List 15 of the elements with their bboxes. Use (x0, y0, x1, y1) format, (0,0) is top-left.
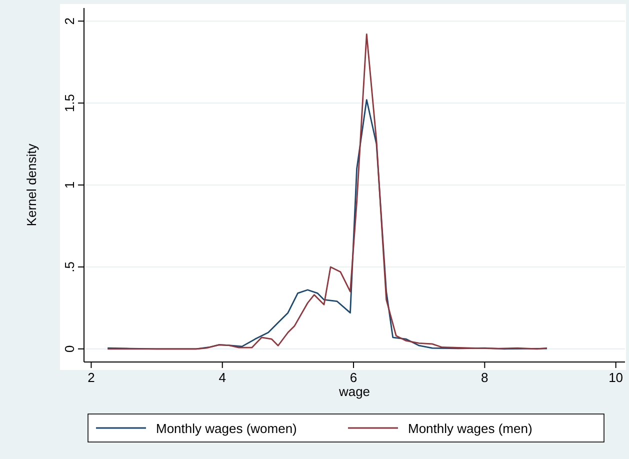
legend-label: Monthly wages (women) (156, 421, 297, 436)
x-tick-label: 6 (350, 370, 358, 385)
x-tick-label: 4 (218, 370, 226, 385)
x-tick-label: 10 (608, 370, 624, 385)
y-axis-title: Kernel density (24, 143, 39, 226)
line-series (106, 34, 548, 350)
y-tick-label: 1 (62, 181, 77, 189)
x-tick-label: 8 (481, 370, 488, 385)
y-tick-label: .5 (62, 262, 77, 272)
y-tick-label: 2 (62, 17, 77, 25)
y-tick-label: 0 (62, 345, 77, 353)
y-tick-label: 1.5 (62, 94, 77, 112)
x-axis-title: wage (338, 384, 370, 399)
legend-label: Monthly wages (men) (408, 421, 532, 436)
x-tick-label: 2 (88, 370, 95, 385)
